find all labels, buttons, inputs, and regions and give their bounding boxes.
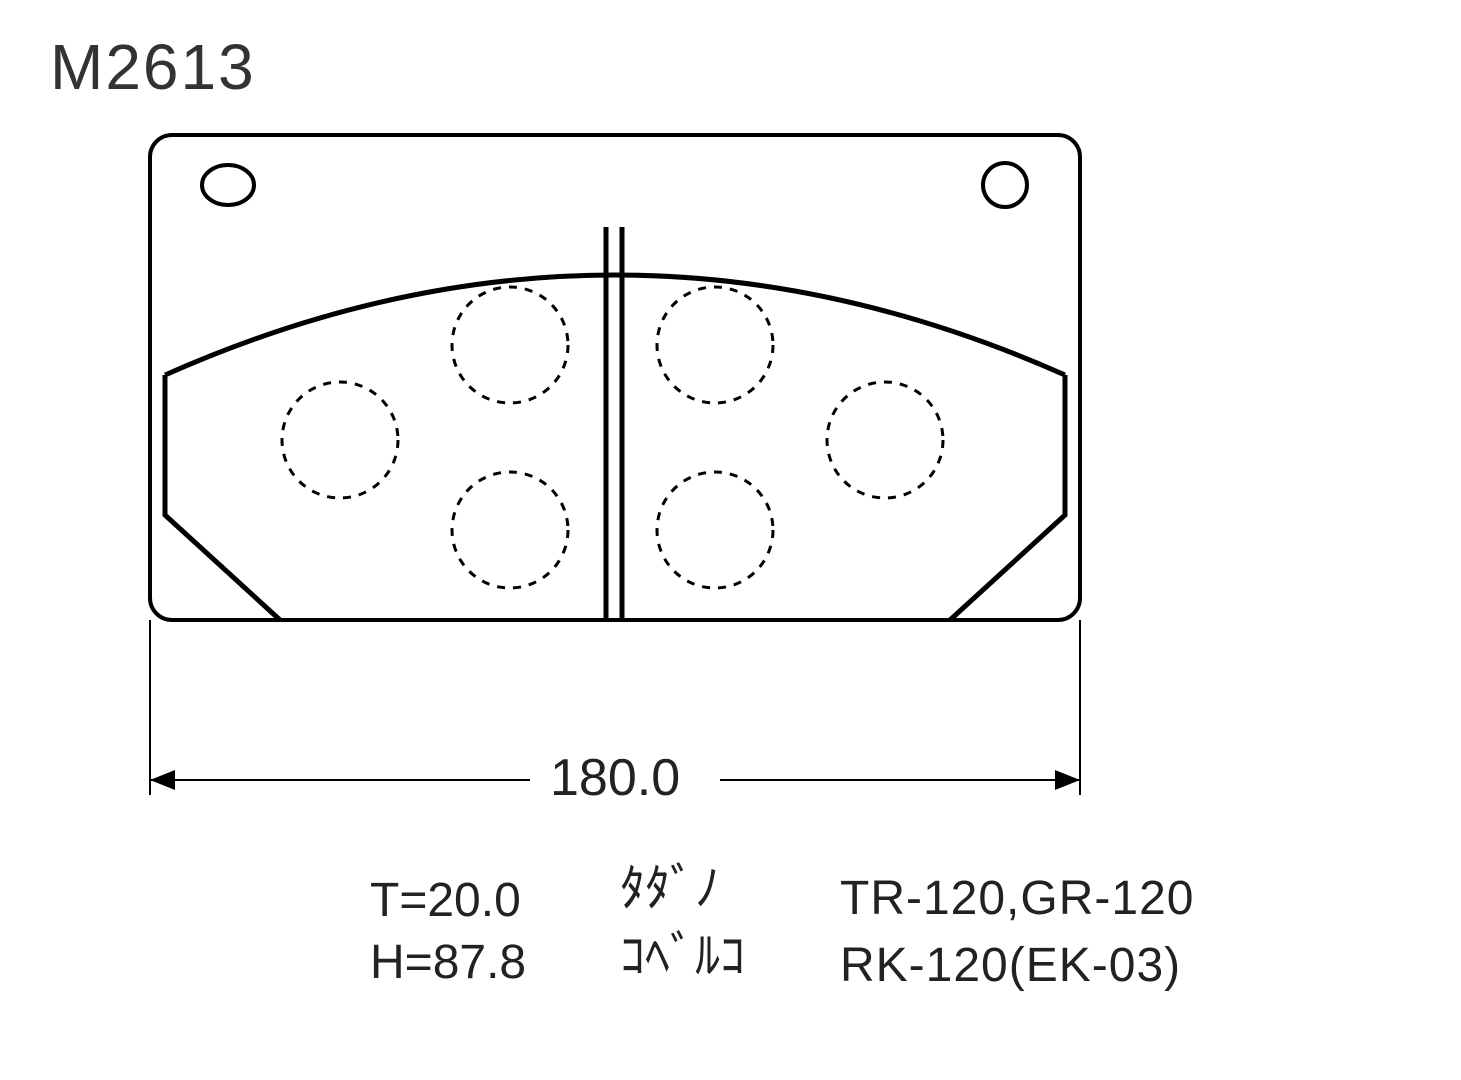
dim-arrow-right (1055, 770, 1080, 790)
models-line-2: RK-120(EK-03) (840, 932, 1194, 999)
dash-circle (657, 287, 773, 403)
maker-tadano-jp: ﾀﾀﾞﾉ (620, 855, 745, 923)
page: M2613 (0, 0, 1461, 1080)
maker-kobelco-jp: ｺﾍﾞﾙｺ (620, 923, 745, 991)
friction-right-side (950, 375, 1065, 620)
backing-plate (150, 135, 1080, 620)
dash-circle (282, 382, 398, 498)
mount-hole-left (202, 165, 254, 205)
height-spec: H=87.8 (370, 932, 526, 994)
spec-block: T=20.0 H=87.8 (370, 870, 526, 995)
models-line-1: TR-120,GR-120 (840, 865, 1194, 932)
dashed-circles-group (282, 287, 943, 588)
dash-circle (452, 472, 568, 588)
friction-top-arc (165, 275, 1065, 375)
dash-circle (657, 472, 773, 588)
dash-circle (452, 287, 568, 403)
dash-circle (827, 382, 943, 498)
width-dimension-label: 180.0 (550, 749, 680, 807)
dim-arrow-left (150, 770, 175, 790)
models-block: TR-120,GR-120 RK-120(EK-03) (840, 865, 1194, 999)
maker-jp-block: ﾀﾀﾞﾉ ｺﾍﾞﾙｺ (620, 855, 745, 990)
thickness-spec: T=20.0 (370, 870, 526, 932)
friction-left-side (165, 375, 280, 620)
mount-hole-right (983, 163, 1027, 207)
